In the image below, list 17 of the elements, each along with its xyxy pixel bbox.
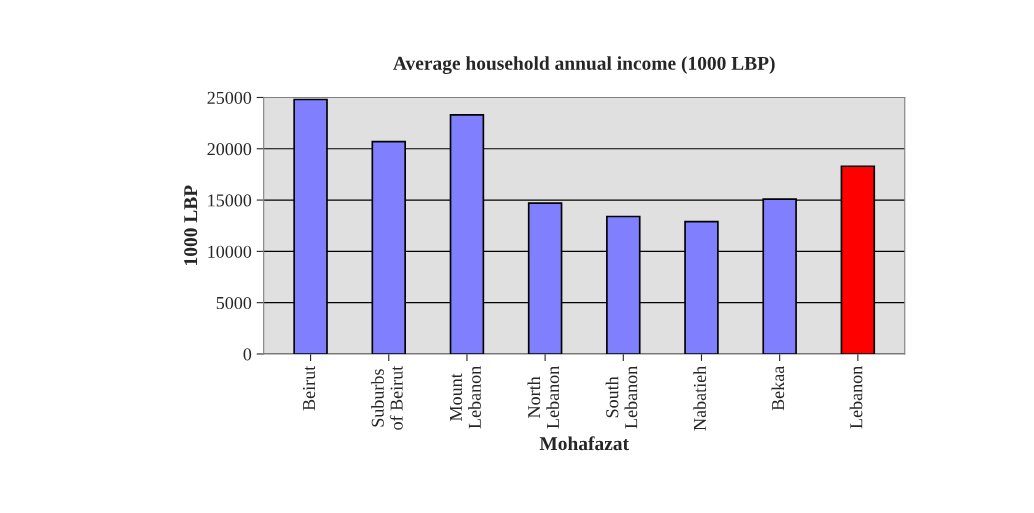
y-tick-label: 20000 [207,143,252,156]
x-tick-label: Beirut [302,365,316,411]
y-tick-label: 10000 [208,245,252,258]
y-tick-label: 5000 [216,296,252,310]
x-tick-label: Bekaa [771,366,785,411]
x-axis-title: Mohafazat [539,436,629,451]
y-tick-label: 25000 [207,91,252,104]
y-tick-label: 0 [243,348,252,361]
y-axis-title: 1000 LBP [184,185,198,265]
x-tick-label: Suburbs of Beirut [371,365,403,430]
y-tick-label: 15000 [208,194,252,207]
x-tick-label: Nabatieh [693,366,706,431]
chart-title: Average household annual income (1000 LBP) [393,56,775,74]
x-tick-label: South Lebanon [605,366,638,429]
x-tick-label: Mount Lebanon [450,366,481,429]
x-tick-label: Lebanon [849,366,863,429]
x-tick-label: North Lebanon [527,366,560,429]
